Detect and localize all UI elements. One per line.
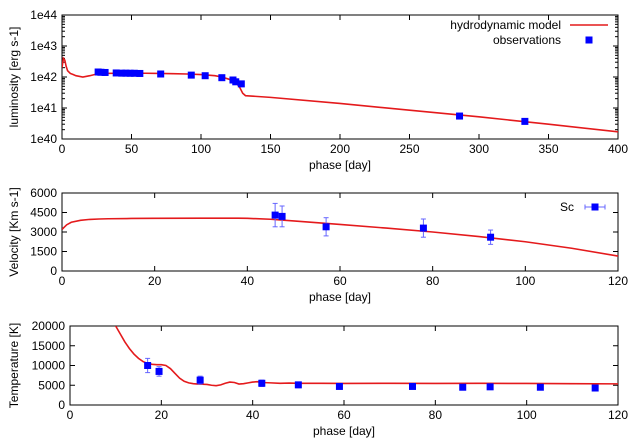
observation-point	[218, 74, 226, 82]
x-axis-label: phase [day]	[309, 290, 371, 304]
x-tick-label: 60	[333, 274, 347, 288]
x-tick-label: 80	[429, 408, 443, 422]
x-tick-label: 0	[59, 274, 66, 288]
y-tick-label: 1e42	[30, 70, 57, 84]
observation-point	[409, 382, 416, 390]
x-tick-label: 150	[260, 142, 280, 156]
x-tick-label: 120	[608, 408, 628, 422]
y-tick-label: 5000	[38, 378, 65, 392]
legend-swatch-point	[585, 36, 593, 44]
y-tick-label: 6000	[30, 186, 57, 200]
x-tick-label: 350	[538, 142, 558, 156]
x-tick-label: 100	[515, 274, 535, 288]
x-tick-label: 0	[67, 408, 74, 422]
observation-point	[278, 212, 286, 220]
y-tick-label: 0	[58, 398, 65, 412]
observation-point	[536, 383, 544, 391]
plot-frame	[61, 192, 619, 272]
x-tick-label: 100	[191, 142, 211, 156]
y-tick-label: 15000	[32, 339, 66, 353]
observation-point	[196, 376, 204, 384]
x-tick-label: 50	[125, 142, 139, 156]
y-tick-label: 3000	[30, 225, 57, 239]
x-axis-label: phase [day]	[313, 424, 375, 438]
x-tick-label: 200	[330, 142, 350, 156]
x-tick-label: 100	[517, 408, 537, 422]
x-tick-label: 400	[608, 142, 628, 156]
observation-point	[187, 71, 195, 79]
y-axis-label: luminosity [erg s-1]	[7, 27, 21, 128]
observation-point	[237, 80, 245, 88]
y-tick-label: 1e43	[30, 39, 57, 53]
legend: hydrodynamic model observations	[450, 18, 608, 47]
observation-point	[118, 69, 126, 77]
observation-point	[101, 68, 109, 76]
y-tick-label: 10000	[32, 359, 66, 373]
x-axis-label: phase [day]	[309, 158, 371, 172]
velocity-panel: phase [day] Velocity [Km s-1] Sc 0 20 40 60…	[7, 186, 628, 304]
temperature-panel: phase [day] Temperature [K] 0 20 40 60 80 100…	[7, 319, 628, 438]
observation-point	[144, 362, 152, 369]
model-line	[114, 326, 618, 387]
observation-point	[591, 384, 599, 392]
y-tick-label: 0	[50, 264, 57, 278]
x-tick-label: 60	[337, 408, 351, 422]
observation-point	[157, 70, 165, 78]
x-tick-label: 40	[246, 408, 260, 422]
legend-swatch-point	[591, 203, 599, 211]
x-tick-label: 300	[469, 142, 489, 156]
y-axis-label: Velocity [Km s-1]	[7, 187, 21, 276]
observation-point	[419, 224, 427, 232]
observation-point	[258, 379, 266, 387]
observation-point	[456, 112, 464, 120]
y-tick-label: 1e44	[30, 8, 57, 22]
observation-point	[521, 117, 529, 125]
observation-point	[130, 69, 138, 77]
observation-point	[294, 381, 302, 389]
y-axis-label: Temperature [K]	[7, 323, 21, 408]
x-tick-label: 20	[148, 274, 162, 288]
observation-point	[201, 72, 209, 80]
x-tick-label: 0	[59, 142, 66, 156]
legend-entry-sc: Sc	[560, 200, 574, 214]
observation-point	[112, 69, 120, 77]
observation-point	[335, 382, 343, 390]
x-tick-label: 80	[426, 274, 440, 288]
observation-point	[459, 383, 467, 391]
legend-entry-observations: observations	[493, 33, 561, 47]
y-tick-label: 20000	[32, 319, 66, 333]
model-line	[62, 56, 618, 133]
observation-point	[322, 223, 330, 231]
observation-point	[97, 68, 105, 76]
model-line	[62, 217, 618, 257]
observation-point	[486, 383, 494, 391]
legend-entry-hydrodynamic-model: hydrodynamic model	[450, 18, 561, 32]
observation-point	[122, 69, 130, 77]
observation-point	[155, 367, 163, 375]
observation-point	[487, 233, 495, 241]
x-tick-label: 120	[608, 274, 628, 288]
y-tick-label: 1500	[30, 245, 57, 259]
y-tick-label: 1e41	[30, 101, 57, 115]
y-tick-label: 1e40	[30, 132, 57, 146]
observation-point	[126, 69, 134, 77]
observation-point	[232, 78, 240, 86]
x-tick-label: 40	[241, 274, 255, 288]
x-tick-label: 20	[155, 408, 169, 422]
observation-point	[136, 69, 144, 77]
observation-point	[271, 211, 279, 219]
luminosity-panel: phase [day] luminosity [erg s-1] hydrody…	[7, 8, 628, 172]
legend: Sc	[560, 200, 606, 214]
y-tick-label: 4500	[30, 206, 57, 220]
x-tick-label: 250	[399, 142, 419, 156]
plot-frame	[69, 325, 619, 406]
